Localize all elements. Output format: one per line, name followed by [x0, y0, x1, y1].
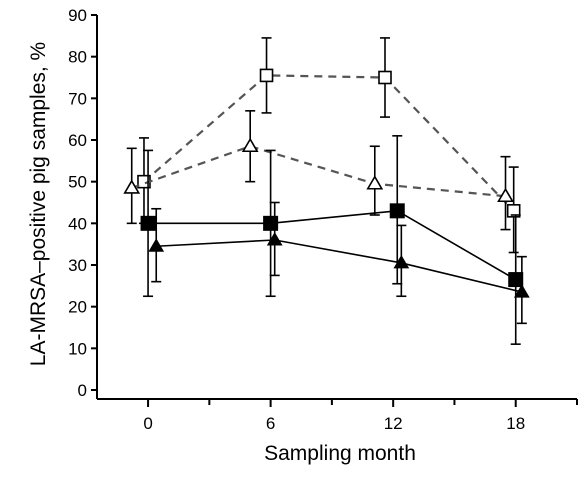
y-tick-label: 60: [68, 131, 87, 150]
data-point: [148, 238, 165, 252]
y-tick-label: 50: [68, 173, 87, 192]
y-tick-label: 80: [68, 48, 87, 67]
y-tick-label: 90: [68, 6, 87, 25]
data-point: [378, 70, 392, 85]
series-line: [156, 239, 523, 293]
y-axis-label: LA-MRSA–positive pig samples, %: [27, 42, 50, 366]
y-tick-label: 70: [68, 89, 87, 108]
series-line: [143, 74, 515, 212]
y-tick-label: 0: [78, 381, 87, 400]
data-point: [513, 284, 530, 298]
data-point: [497, 187, 514, 203]
x-tick-label: 0: [143, 414, 152, 433]
x-tick-label: 6: [266, 414, 275, 433]
data-point: [389, 203, 405, 219]
data-point: [259, 68, 274, 83]
y-tick-label: 10: [68, 339, 87, 358]
data-point: [508, 272, 524, 288]
data-point: [123, 179, 141, 194]
x-tick-label: 12: [384, 414, 403, 433]
x-axis-label: Sampling month: [264, 442, 416, 465]
data-point: [506, 204, 521, 218]
x-tick-label: 18: [506, 414, 525, 433]
data-point: [263, 215, 279, 231]
series-line: [148, 210, 517, 281]
plot-area: [123, 37, 530, 345]
series-line: [131, 145, 506, 198]
data-point: [266, 232, 283, 246]
y-tick-label: 30: [68, 256, 87, 275]
data-point: [140, 215, 156, 231]
data-point: [241, 137, 259, 153]
y-tick-label: 20: [68, 298, 87, 317]
y-tick-label: 40: [68, 214, 87, 233]
data-point: [366, 175, 384, 190]
data-point: [393, 254, 410, 269]
axes: 0 10 20 30 40 50 60 70 80 90 0 6 12 18: [68, 6, 578, 433]
